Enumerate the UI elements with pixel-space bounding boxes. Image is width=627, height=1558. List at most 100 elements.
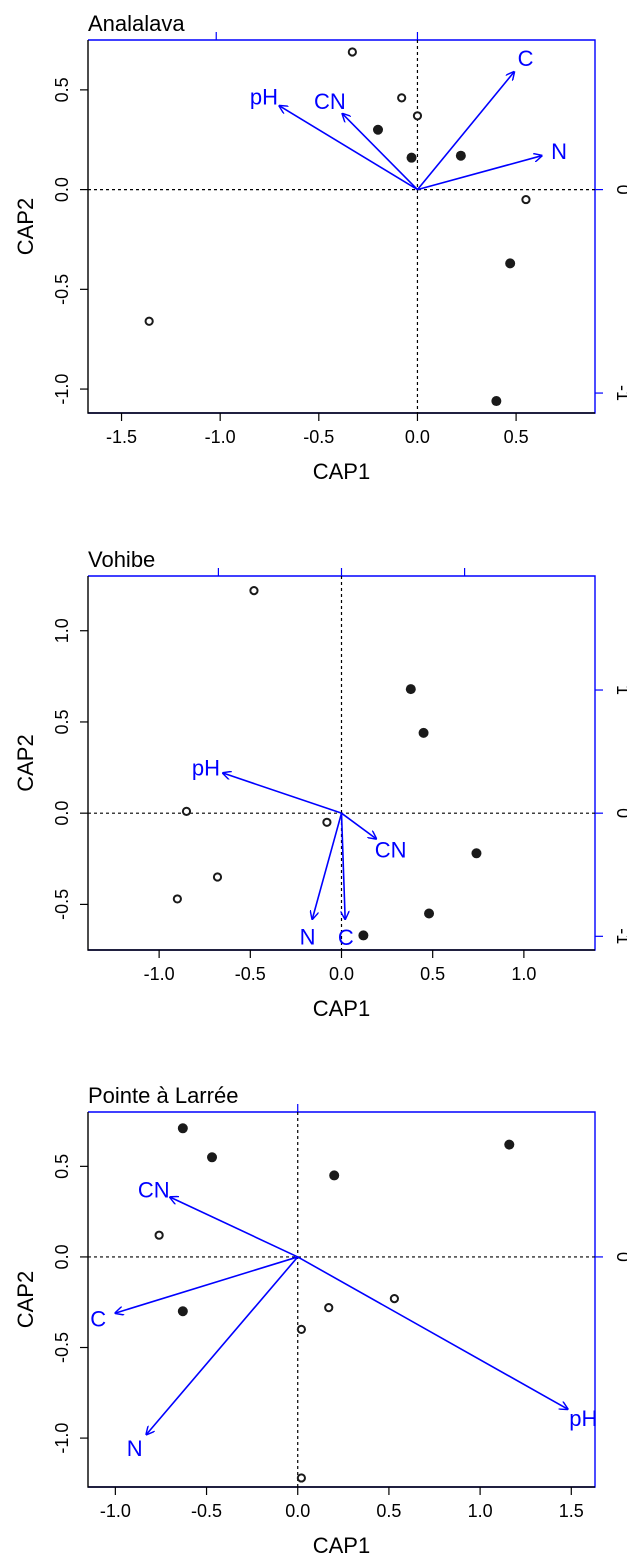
open-point — [172, 894, 182, 904]
cap-panel: Vohibe -1.0 -0.5 0.0 0.5 1.0 CAP1 -0.5 0.0 0.5 1.0… — [13, 547, 627, 1021]
x-tick-label: -0.5 — [235, 964, 266, 984]
filled-point — [491, 396, 502, 407]
vector-arrow — [342, 813, 346, 919]
biplot-frame — [88, 1111, 596, 1488]
y-axis-label: CAP2 — [13, 1271, 38, 1328]
open-point — [249, 585, 259, 596]
filled-point — [418, 727, 429, 738]
vector-arrow — [223, 773, 342, 814]
open-point — [389, 1293, 399, 1304]
cap-panel: Pointe à Larrée -1.0 -0.5 0.0 0.5 1.0 1.5 CAP1 -… — [13, 1083, 627, 1558]
right-tick-label: 0 — [613, 808, 627, 818]
right-tick-label: 0 — [613, 185, 627, 195]
panel-title: Vohibe — [88, 547, 155, 572]
open-point — [521, 194, 531, 205]
y-tick-label: 1.0 — [52, 618, 72, 643]
open-point — [397, 93, 407, 103]
x-axis-label: CAP1 — [313, 996, 370, 1021]
y-tick-label: 0.0 — [52, 801, 72, 826]
x-tick-label: 1.0 — [511, 964, 536, 984]
x-tick-label: 0.5 — [376, 1501, 401, 1521]
open-point — [154, 1230, 164, 1240]
open-point — [181, 806, 192, 816]
vector-arrow — [342, 114, 419, 191]
filled-point — [471, 848, 482, 859]
open-point — [144, 316, 154, 326]
x-tick-label: -0.5 — [303, 427, 334, 447]
y-tick-label: -1.0 — [52, 1423, 72, 1454]
filled-point — [177, 1306, 188, 1317]
vector-arrow — [115, 1256, 298, 1313]
vector-arrow — [417, 156, 541, 191]
open-point — [324, 1303, 334, 1313]
vector-label: N — [551, 139, 567, 164]
x-tick-label: -1.0 — [100, 1501, 131, 1521]
filled-point — [207, 1152, 218, 1163]
y-tick-label: 0.0 — [52, 177, 72, 202]
filled-point — [424, 908, 435, 919]
x-tick-label: 0.0 — [285, 1501, 310, 1521]
vector-label: N — [127, 1436, 143, 1461]
vector-label: CN — [314, 89, 346, 114]
filled-point — [358, 930, 369, 941]
vector-label: C — [518, 46, 534, 71]
open-point — [322, 817, 332, 827]
filled-point — [329, 1170, 340, 1181]
x-tick-label: 0.5 — [504, 427, 529, 447]
x-tick-label: 0.0 — [405, 427, 430, 447]
x-tick-label: -1.0 — [144, 964, 175, 984]
panel-title: Analalava — [88, 11, 185, 36]
x-tick-label: -0.5 — [191, 1501, 222, 1521]
open-point — [296, 1473, 306, 1483]
y-tick-label: -0.5 — [52, 889, 72, 920]
vector-arrow — [297, 1256, 568, 1409]
x-tick-label: 1.5 — [559, 1501, 584, 1521]
filled-point — [177, 1123, 188, 1134]
y-tick-label: 0.5 — [52, 1154, 72, 1179]
vector-arrow — [279, 106, 418, 191]
y-tick-label: 0.0 — [52, 1244, 72, 1269]
vector-arrow — [146, 1256, 299, 1435]
x-axis-label: CAP1 — [313, 459, 370, 484]
filled-point — [505, 258, 516, 269]
vector-arrow — [416, 72, 514, 191]
vector-label: pH — [192, 755, 220, 780]
vector-label: CN — [138, 1178, 170, 1203]
filled-point — [372, 124, 383, 135]
open-point — [212, 872, 223, 882]
y-axis-label: CAP2 — [13, 734, 38, 791]
vector-arrow — [341, 812, 377, 839]
y-tick-label: 0.5 — [52, 709, 72, 734]
x-tick-label: 1.0 — [468, 1501, 493, 1521]
y-axis-label: CAP2 — [13, 198, 38, 255]
x-tick-label: 0.0 — [329, 964, 354, 984]
open-point — [347, 47, 357, 57]
y-tick-label: -1.0 — [52, 374, 72, 405]
filled-point — [405, 684, 416, 695]
vector-label: pH — [569, 1406, 597, 1431]
right-tick-label: -1 — [613, 385, 627, 401]
plot-box — [87, 40, 595, 414]
panel-title: Pointe à Larrée — [88, 1083, 238, 1108]
filled-point — [504, 1139, 515, 1150]
vector-arrow — [312, 812, 343, 919]
vector-label: N — [300, 924, 316, 949]
filled-point — [406, 152, 417, 163]
y-tick-label: -0.5 — [52, 274, 72, 305]
right-tick-label: -1 — [613, 928, 627, 944]
x-tick-label: -1.5 — [106, 427, 137, 447]
filled-point — [455, 150, 466, 161]
open-point — [296, 1324, 306, 1334]
vector-label: C — [338, 925, 354, 950]
x-tick-label: 0.5 — [420, 964, 445, 984]
vector-label: pH — [250, 84, 278, 109]
y-tick-label: 0.5 — [52, 77, 72, 102]
vector-arrow — [170, 1197, 299, 1258]
x-axis-label: CAP1 — [313, 1533, 370, 1558]
vector-label: C — [90, 1306, 106, 1331]
open-point — [412, 111, 423, 121]
right-tick-label: 0 — [613, 1252, 627, 1262]
x-tick-label: -1.0 — [205, 427, 236, 447]
cap-panel: Analalava -1.5 -1.0 -0.5 0.0 0.5 CAP1 -1.0 -0.5 0… — [13, 11, 627, 484]
